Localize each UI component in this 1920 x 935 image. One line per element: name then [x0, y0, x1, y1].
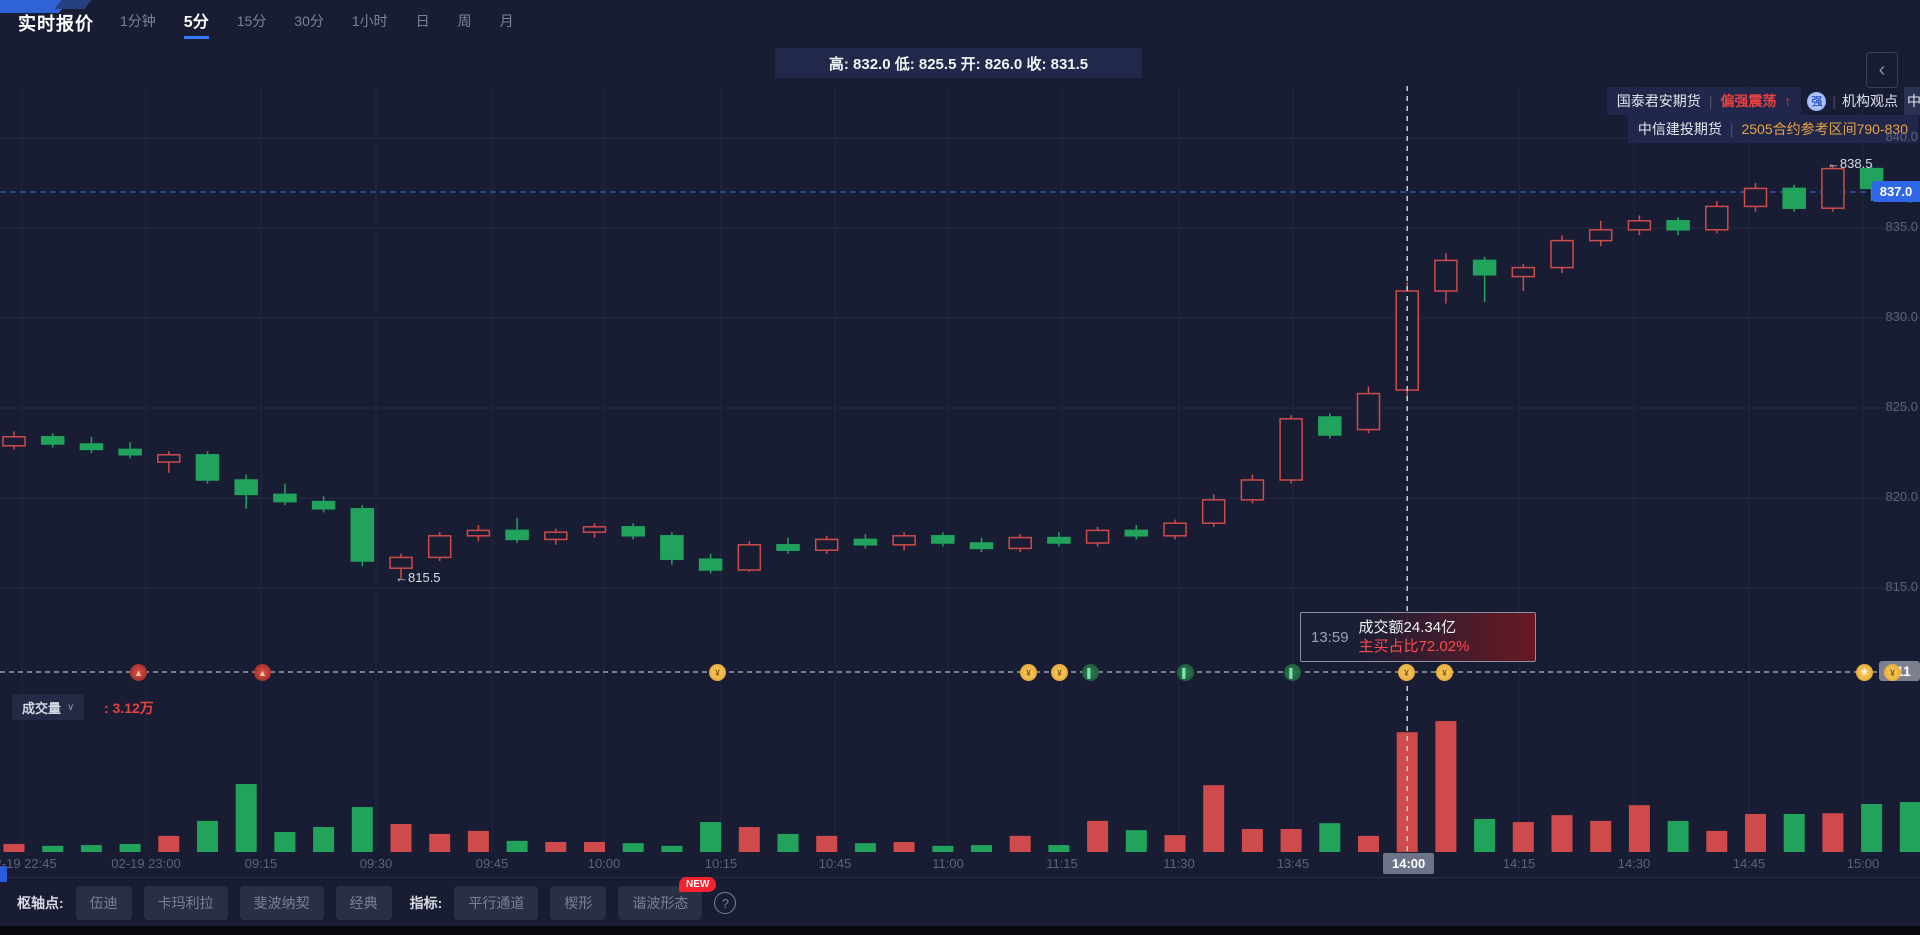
drawing-toolbar: 枢轴点: 伍迪 卡玛利拉 斐波纳契 经典 指标: 平行通道 楔形 谐波形态 NEW ? [17, 877, 737, 920]
pivot-buttons: 伍迪 卡玛利拉 斐波纳契 经典 [75, 886, 392, 920]
low-price-marker: ←815.5 [395, 570, 441, 585]
tooltip-turnover: 成交额24.34亿 [1358, 619, 1457, 636]
broker-view-text: 偏强震荡 [1720, 93, 1777, 109]
marker-coin-icon[interactable]: ¥ [1884, 664, 1901, 681]
indicator-button-平行通道[interactable]: 平行通道 [454, 886, 539, 920]
x-axis-label: 11:15 [1046, 856, 1078, 871]
separator-3: | [1729, 121, 1734, 137]
timeframe-tab-15分[interactable]: 15分 [236, 13, 267, 29]
x-axis-label: 09:45 [475, 856, 509, 871]
left-edge-accent [0, 866, 7, 882]
institution-badge-icon: 强 [1807, 91, 1827, 111]
separator-2: | [1832, 93, 1836, 109]
pivot-button-斐波纳契[interactable]: 斐波纳契 [239, 886, 324, 920]
x-axis-label: 14:45 [1732, 856, 1766, 871]
marker-hot-icon[interactable]: ▲ [254, 664, 271, 681]
y-axis-label: 830.0 [1885, 309, 1918, 324]
timeframe-tab-1分钟[interactable]: 1分钟 [120, 13, 156, 29]
chevron-down-icon: ∨ [67, 701, 75, 713]
separator: | [1708, 93, 1713, 109]
marker-coin-icon[interactable]: ¥ [1020, 664, 1037, 681]
marker-coin-icon[interactable]: ¥ [1051, 664, 1068, 681]
x-axis-label: 13:45 [1276, 856, 1310, 871]
broker-banner-row-1[interactable]: 国泰君安期货 | 偏强震荡 ↑ 强 | 机构观点 中 [1606, 87, 1920, 115]
timeframe-tab-30分[interactable]: 30分 [294, 13, 324, 29]
x-axis-label: 14:30 [1617, 856, 1651, 871]
marker-chart-icon[interactable]: ▌ [1177, 664, 1194, 681]
ohlc-readout-bar: 高: 832.0 低: 825.5 开: 826.0 收: 831.5 [775, 48, 1142, 78]
indicator-label: 指标: [409, 895, 443, 911]
x-axis-label: 11:30 [1163, 856, 1195, 871]
collapse-panel-button[interactable]: ‹ [1866, 52, 1898, 88]
x-axis-label: 10:00 [587, 856, 621, 871]
current-price-chip: 837.0 [1872, 181, 1920, 202]
x-axis-label: 10:15 [704, 856, 738, 871]
clipped-ticker-text: 中 [1904, 87, 1920, 115]
y-axis-label: 820.0 [1885, 489, 1918, 504]
tooltip-buy-ratio: 主买占比72.02% [1358, 638, 1470, 655]
x-axis-label: 09:15 [244, 856, 278, 871]
volume-series[interactable] [3, 721, 1920, 852]
timeframe-tab-1小时[interactable]: 1小时 [351, 13, 388, 29]
volume-label: 成交量 [22, 700, 62, 716]
x-axis-label: 02-19 23:00 [111, 856, 181, 871]
indicator-button-谐波形态[interactable]: 谐波形态 NEW [618, 877, 717, 920]
marker-chart-icon[interactable]: ▌ [1082, 664, 1099, 681]
header-bar: 实时报价 1分钟 5分 15分 30分 1小时 日 周 月 [18, 8, 514, 39]
volume-indicator-selector[interactable]: 成交量 ∨ [12, 694, 85, 720]
broker-range-note: 2505合约参考区间790-830 [1741, 121, 1908, 137]
timeframe-tab-5分[interactable]: 5分 [183, 8, 209, 39]
help-icon[interactable]: ? [714, 892, 737, 914]
broker-name-2: 中信建投期货 [1637, 121, 1722, 137]
high-price-marker: ←838.5 [1826, 156, 1873, 171]
marker-hot-icon[interactable]: ▲ [130, 664, 147, 681]
bottom-strip [0, 926, 1920, 935]
crosshair-tooltip: 13:59 成交额24.34亿 主买占比72.02% [1300, 612, 1536, 662]
y-axis-label: 835.0 [1885, 219, 1918, 234]
y-axis-label: 825.0 [1885, 399, 1918, 414]
institution-view-link[interactable]: 机构观点 [1842, 93, 1898, 109]
tooltip-time: 13:59 [1311, 628, 1349, 646]
broker-name: 国泰君安期货 [1616, 93, 1701, 109]
x-axis-label: 09:30 [359, 856, 393, 871]
marker-coin-icon[interactable]: ¥ [1398, 664, 1415, 681]
y-axis-label: 840.0 [1885, 129, 1918, 144]
x-axis-label: 02-19 22:45 [0, 856, 57, 871]
x-axis-label: 15:00 [1846, 856, 1880, 871]
pivot-label: 枢轴点: [17, 895, 64, 911]
marker-coin-icon[interactable]: ¥ [1436, 664, 1453, 681]
marker-coin-icon[interactable]: ¥ [709, 664, 726, 681]
new-badge: NEW [679, 877, 717, 892]
page-title: 实时报价 [18, 14, 94, 34]
up-arrow-icon: ↑ [1784, 93, 1792, 109]
grid [0, 86, 1920, 852]
indicator-buttons: 平行通道 楔形 谐波形态 NEW [454, 877, 717, 920]
crosshair-time-chip: 14:00 [1383, 853, 1435, 874]
timeframe-tab-周[interactable]: 周 [457, 13, 472, 29]
timeframe-tab-月[interactable]: 月 [499, 13, 514, 29]
timeframe-tab-日[interactable]: 日 [415, 13, 430, 29]
pivot-button-经典[interactable]: 经典 [335, 886, 392, 920]
x-axis-label: 14:15 [1502, 856, 1536, 871]
marker-star-icon[interactable]: ★ [1856, 664, 1873, 681]
pivot-button-卡玛利拉[interactable]: 卡玛利拉 [143, 886, 228, 920]
broker-banner-row-2[interactable]: 中信建投期货 | 2505合约参考区间790-830 [1627, 115, 1918, 143]
candlestick-series[interactable] [2, 165, 1920, 579]
y-axis-label: 815.0 [1885, 579, 1918, 594]
toolbar-divider [0, 877, 1920, 878]
timeframe-tabs: 1分钟 5分 15分 30分 1小时 日 周 月 [120, 8, 514, 39]
chevron-left-icon: ‹ [1878, 58, 1886, 81]
pivot-button-伍迪[interactable]: 伍迪 [75, 886, 132, 920]
volume-value: : 3.12万 [104, 700, 154, 716]
x-axis-label: 10:45 [818, 856, 852, 871]
marker-chart-icon[interactable]: ▌ [1284, 664, 1301, 681]
indicator-button-楔形[interactable]: 楔形 [550, 886, 607, 920]
x-axis-label: 11:00 [932, 856, 964, 871]
